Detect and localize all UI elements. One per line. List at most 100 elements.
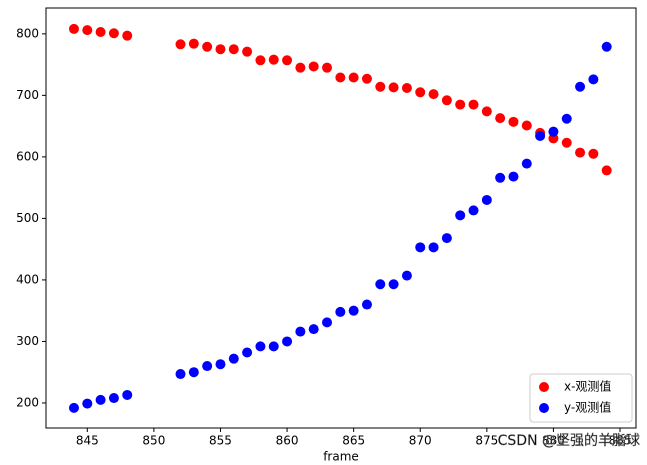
point: [268, 341, 279, 352]
point: [508, 171, 519, 182]
point: [495, 113, 506, 124]
point: [481, 106, 492, 117]
y-tick-label: 300: [16, 334, 39, 348]
point: [455, 99, 466, 110]
legend-marker: [539, 382, 549, 392]
x-tick-label: 865: [342, 434, 365, 448]
point: [415, 87, 426, 98]
point: [95, 394, 106, 405]
point: [82, 25, 93, 36]
plot-frame: [45, 7, 637, 429]
point: [215, 359, 226, 370]
x-tick-label: 885: [609, 434, 632, 448]
point: [575, 147, 586, 158]
point: [375, 81, 386, 92]
legend-label: y-观测值: [564, 400, 611, 415]
legend-label: x-观测值: [564, 379, 611, 394]
point: [255, 341, 266, 352]
point: [521, 158, 532, 169]
x-tick-label: 880: [542, 434, 565, 448]
point: [95, 26, 106, 37]
point: [82, 398, 93, 409]
point: [268, 54, 279, 65]
point: [401, 270, 412, 281]
point: [388, 279, 399, 290]
point: [361, 73, 372, 84]
point: [122, 30, 133, 41]
point: [68, 23, 79, 34]
point: [188, 38, 199, 49]
point: [282, 55, 293, 66]
point: [242, 46, 253, 57]
y-tick-label: 800: [16, 26, 39, 40]
watermark: CSDN @坚强的羊脂球: [498, 433, 640, 449]
point: [335, 72, 346, 83]
point: [468, 205, 479, 216]
point: [322, 317, 333, 328]
point: [202, 361, 213, 372]
x-tick-label: 860: [276, 434, 299, 448]
point: [295, 62, 306, 73]
point: [175, 369, 186, 380]
point: [481, 194, 492, 205]
point: [588, 74, 599, 85]
point: [228, 353, 239, 364]
point: [68, 402, 79, 413]
point: [455, 210, 466, 221]
x-tick-label: 875: [475, 434, 498, 448]
x-tick-label: 855: [209, 434, 232, 448]
point: [122, 389, 133, 400]
point: [575, 81, 586, 92]
point: [188, 367, 199, 378]
point: [375, 279, 386, 290]
point: [175, 39, 186, 50]
x-tick-label: 850: [142, 434, 165, 448]
point: [508, 116, 519, 127]
y-tick-label: 700: [16, 88, 39, 102]
point: [468, 99, 479, 110]
point: [308, 61, 319, 72]
point: [322, 62, 333, 73]
point: [428, 89, 439, 100]
y-tick-label: 500: [16, 211, 39, 225]
point: [561, 137, 572, 148]
point: [215, 44, 226, 55]
point: [228, 44, 239, 55]
point: [415, 242, 426, 253]
point: [108, 393, 119, 404]
point: [401, 82, 412, 93]
point: [255, 55, 266, 66]
point: [202, 41, 213, 52]
point: [295, 326, 306, 337]
point: [348, 72, 359, 83]
point: [242, 347, 253, 358]
legend-box: [529, 373, 633, 423]
point: [282, 336, 293, 347]
point: [495, 172, 506, 183]
point: [441, 95, 452, 106]
point: [308, 324, 319, 335]
point: [548, 126, 559, 137]
point: [428, 242, 439, 253]
point: [348, 305, 359, 316]
y-tick-label: 600: [16, 149, 39, 163]
x-tick-label: 870: [409, 434, 432, 448]
y-tick-label: 200: [16, 395, 39, 409]
point: [388, 82, 399, 93]
x-tick-label: 845: [76, 434, 99, 448]
point: [601, 165, 612, 176]
point: [108, 28, 119, 39]
x-axis-label: frame: [323, 450, 359, 462]
legend-marker: [539, 403, 549, 413]
point: [361, 299, 372, 310]
point: [561, 113, 572, 124]
point: [601, 41, 612, 52]
y-tick-label: 400: [16, 272, 39, 286]
point: [521, 120, 532, 131]
point: [588, 148, 599, 159]
point: [335, 306, 346, 317]
point: [441, 233, 452, 244]
point: [535, 130, 546, 141]
